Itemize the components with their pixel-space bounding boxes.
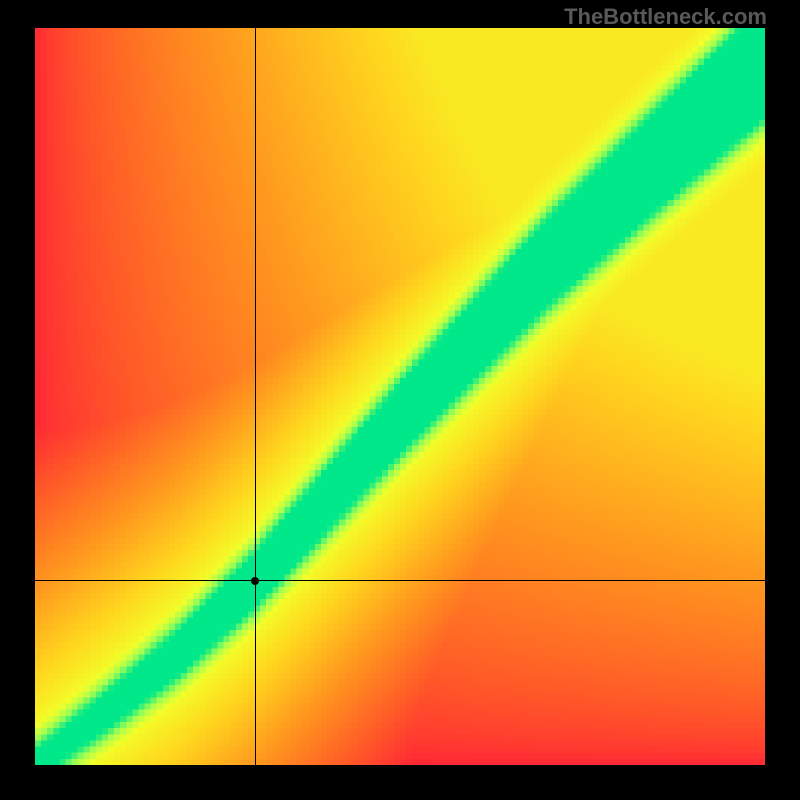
bottleneck-heatmap bbox=[35, 28, 765, 765]
crosshair-vertical bbox=[255, 28, 256, 765]
crosshair-horizontal bbox=[35, 580, 765, 581]
chart-container: TheBottleneck.com bbox=[0, 0, 800, 800]
watermark-text: TheBottleneck.com bbox=[564, 4, 767, 30]
